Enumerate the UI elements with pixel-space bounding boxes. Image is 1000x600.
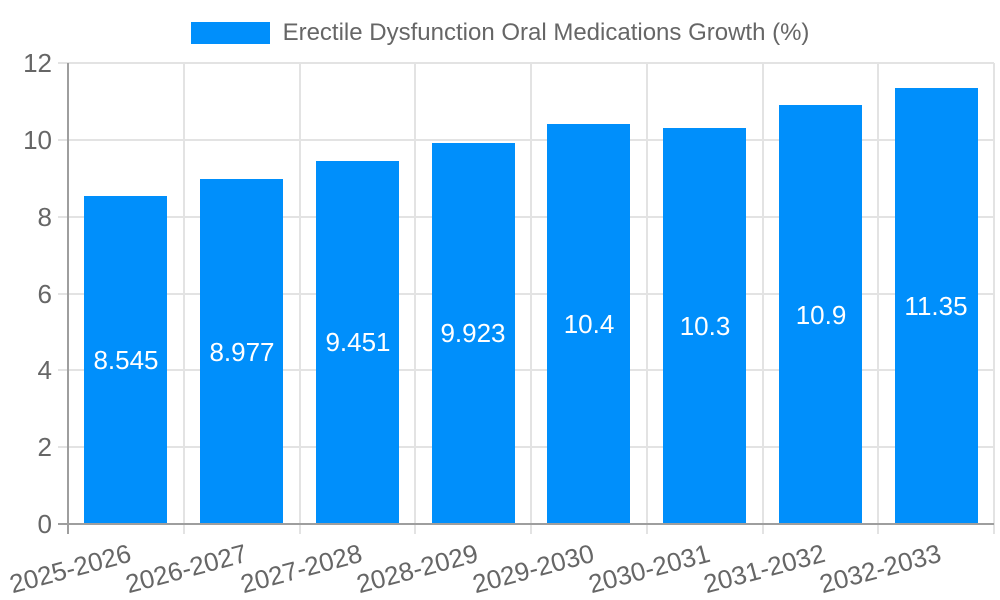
x-gridline bbox=[646, 63, 648, 534]
y-tick-label: 10 bbox=[23, 125, 52, 155]
x-gridline bbox=[183, 63, 185, 534]
x-tick-label: 2026-2027 bbox=[121, 538, 250, 600]
bar[interactable] bbox=[663, 128, 746, 523]
x-gridline bbox=[993, 63, 995, 534]
x-tick-label: 2031-2032 bbox=[699, 538, 828, 600]
x-tick-label: 2032-2033 bbox=[815, 538, 944, 600]
bar[interactable] bbox=[316, 161, 399, 523]
y-axis-line bbox=[67, 63, 69, 534]
bar[interactable] bbox=[895, 88, 978, 523]
y-gridline bbox=[58, 216, 994, 218]
x-axis-line bbox=[58, 523, 994, 525]
legend-label: Erectile Dysfunction Oral Medications Gr… bbox=[282, 19, 810, 46]
x-gridline bbox=[299, 63, 301, 534]
y-tick-label: 4 bbox=[37, 355, 52, 385]
bar[interactable] bbox=[547, 124, 630, 523]
x-tick-label: 2029-2030 bbox=[468, 538, 597, 600]
chart-legend[interactable]: Erectile Dysfunction Oral Medications Gr… bbox=[0, 19, 1000, 47]
bar[interactable] bbox=[200, 179, 283, 523]
y-tick-label: 2 bbox=[37, 432, 52, 462]
x-tick-label: 2027-2028 bbox=[236, 538, 365, 600]
y-tick-label: 0 bbox=[37, 509, 52, 539]
y-gridline bbox=[58, 293, 994, 295]
y-tick-label: 8 bbox=[37, 202, 52, 232]
x-tick-label: 2030-2031 bbox=[584, 538, 713, 600]
bar[interactable] bbox=[432, 143, 515, 523]
y-gridline bbox=[58, 369, 994, 371]
x-tick-label: 2025-2026 bbox=[5, 538, 134, 600]
x-gridline bbox=[877, 63, 879, 534]
bar[interactable] bbox=[84, 196, 167, 523]
y-gridline bbox=[58, 139, 994, 141]
y-gridline bbox=[58, 62, 994, 64]
x-gridline bbox=[762, 63, 764, 534]
bar[interactable] bbox=[779, 105, 862, 523]
legend-swatch bbox=[190, 22, 270, 44]
x-gridline bbox=[530, 63, 532, 534]
y-tick-label: 12 bbox=[23, 48, 52, 78]
x-gridline bbox=[414, 63, 416, 534]
y-tick-label: 6 bbox=[37, 279, 52, 309]
x-tick-label: 2028-2029 bbox=[352, 538, 481, 600]
y-gridline bbox=[58, 446, 994, 448]
